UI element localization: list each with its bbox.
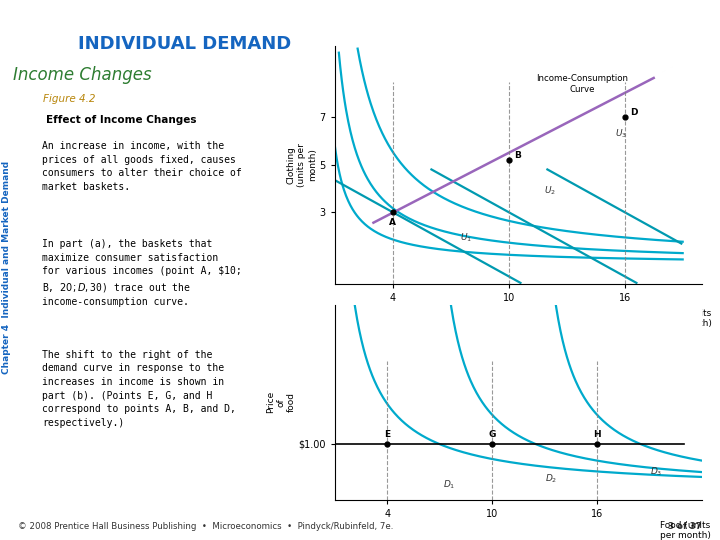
Text: Effect of Income Changes: Effect of Income Changes (46, 116, 197, 125)
Text: $U_1$: $U_1$ (460, 232, 472, 244)
Y-axis label: Price
of
food: Price of food (266, 391, 295, 414)
Text: INDIVIDUAL DEMAND: INDIVIDUAL DEMAND (78, 35, 291, 53)
Text: A: A (389, 218, 396, 227)
Text: E: E (384, 430, 390, 440)
Text: G: G (489, 430, 496, 440)
Y-axis label: Clothing
(units per
month): Clothing (units per month) (287, 143, 317, 187)
Text: $D_2$: $D_2$ (544, 472, 557, 485)
Text: $D_1$: $D_1$ (444, 478, 456, 491)
Text: Income-Consumption
Curve: Income-Consumption Curve (536, 75, 628, 94)
Text: An increase in income, with the
prices of all goods fixed, causes
consumers to a: An increase in income, with the prices o… (42, 141, 241, 192)
Text: 3 of 37: 3 of 37 (668, 522, 702, 531)
Text: Food (units
per month): Food (units per month) (661, 309, 711, 328)
Text: $U_3$: $U_3$ (615, 127, 627, 140)
Text: In part (a), the baskets that
maximize consumer satisfaction
for various incomes: In part (a), the baskets that maximize c… (42, 239, 241, 307)
Text: D: D (631, 108, 638, 117)
Text: $U_2$: $U_2$ (544, 184, 556, 197)
Text: Chapter 4  Individual and Market Demand: Chapter 4 Individual and Market Demand (2, 161, 11, 374)
Text: B: B (515, 151, 521, 160)
Text: 4.1: 4.1 (26, 35, 58, 53)
Text: Income Changes: Income Changes (13, 66, 152, 84)
Text: © 2008 Prentice Hall Business Publishing  •  Microeconomics  •  Pindyck/Rubinfel: © 2008 Prentice Hall Business Publishing… (18, 522, 393, 531)
Text: $D_3$: $D_3$ (649, 465, 662, 478)
Text: The shift to the right of the
demand curve in response to the
increases in incom: The shift to the right of the demand cur… (42, 350, 235, 428)
Text: Food (units
per month): Food (units per month) (660, 521, 711, 540)
Text: (a): (a) (666, 333, 680, 342)
Text: H: H (593, 430, 601, 440)
Text: Figure 4.2: Figure 4.2 (43, 94, 96, 104)
